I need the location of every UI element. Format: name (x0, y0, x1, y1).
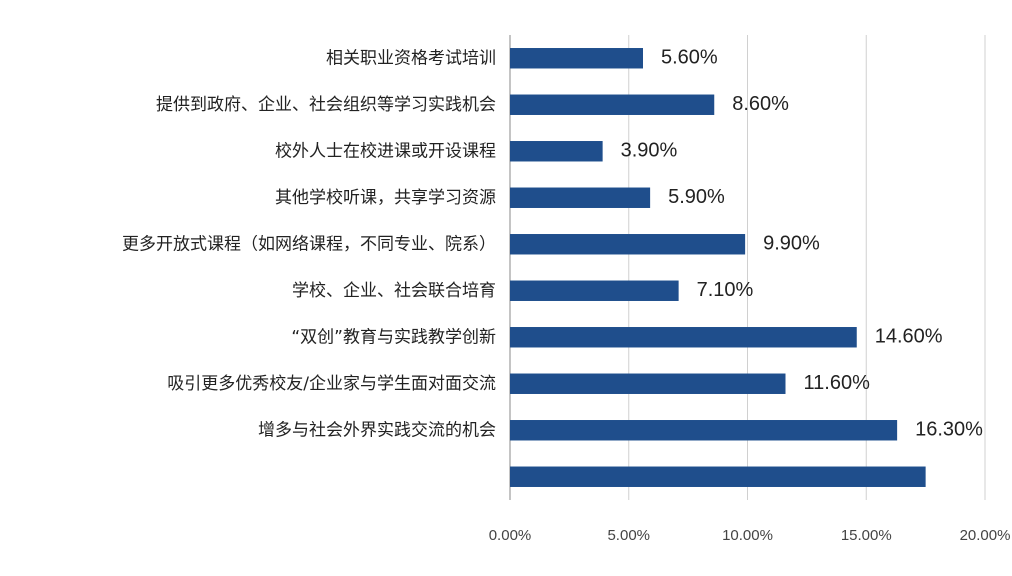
bar (510, 466, 926, 487)
value-label: 8.60% (732, 93, 789, 115)
bar (510, 280, 679, 301)
value-label: 7.10% (697, 279, 754, 301)
bar (510, 420, 898, 441)
y-tick-label: 学校、企业、社会联合培育 (292, 281, 496, 301)
bar (510, 373, 786, 394)
bar (510, 234, 746, 255)
x-tick-label: 20.00% (960, 527, 1011, 544)
value-label: 3.90% (621, 140, 678, 162)
value-label: 9.90% (763, 233, 820, 255)
value-label: 11.60% (804, 372, 871, 394)
y-tick-label: “双创”教育与实践教学创新 (291, 327, 496, 347)
x-tick-label: 15.00% (841, 527, 892, 544)
y-tick-label: 提供到政府、企业、社会组织等学习实践机会 (156, 95, 496, 115)
y-tick-label: 校外人士在校进课或开设课程 (275, 141, 496, 161)
value-label: 14.60% (875, 326, 943, 348)
bar (510, 48, 643, 69)
value-label: 5.90% (668, 186, 725, 208)
value-label: 16.30% (915, 419, 983, 441)
x-tick-label: 5.00% (607, 527, 650, 544)
bar (510, 187, 651, 208)
x-tick-label: 0.00% (489, 527, 532, 544)
y-tick-label: 其他学校听课，共享学习资源 (275, 188, 496, 208)
y-tick-label: 增多与社会外界实践交流的机会 (258, 420, 496, 440)
bar (510, 141, 603, 162)
y-tick-label: 更多开放式课程（如网络课程，不同专业、院系） (122, 234, 496, 254)
x-tick-label: 10.00% (722, 527, 773, 544)
bar (510, 94, 715, 115)
bar (510, 327, 857, 348)
y-tick-label: 吸引更多优秀校友/企业家与学生面对面交流 (167, 374, 496, 394)
value-label: 5.60% (661, 47, 718, 69)
y-tick-label: 相关职业资格考试培训 (326, 48, 496, 68)
